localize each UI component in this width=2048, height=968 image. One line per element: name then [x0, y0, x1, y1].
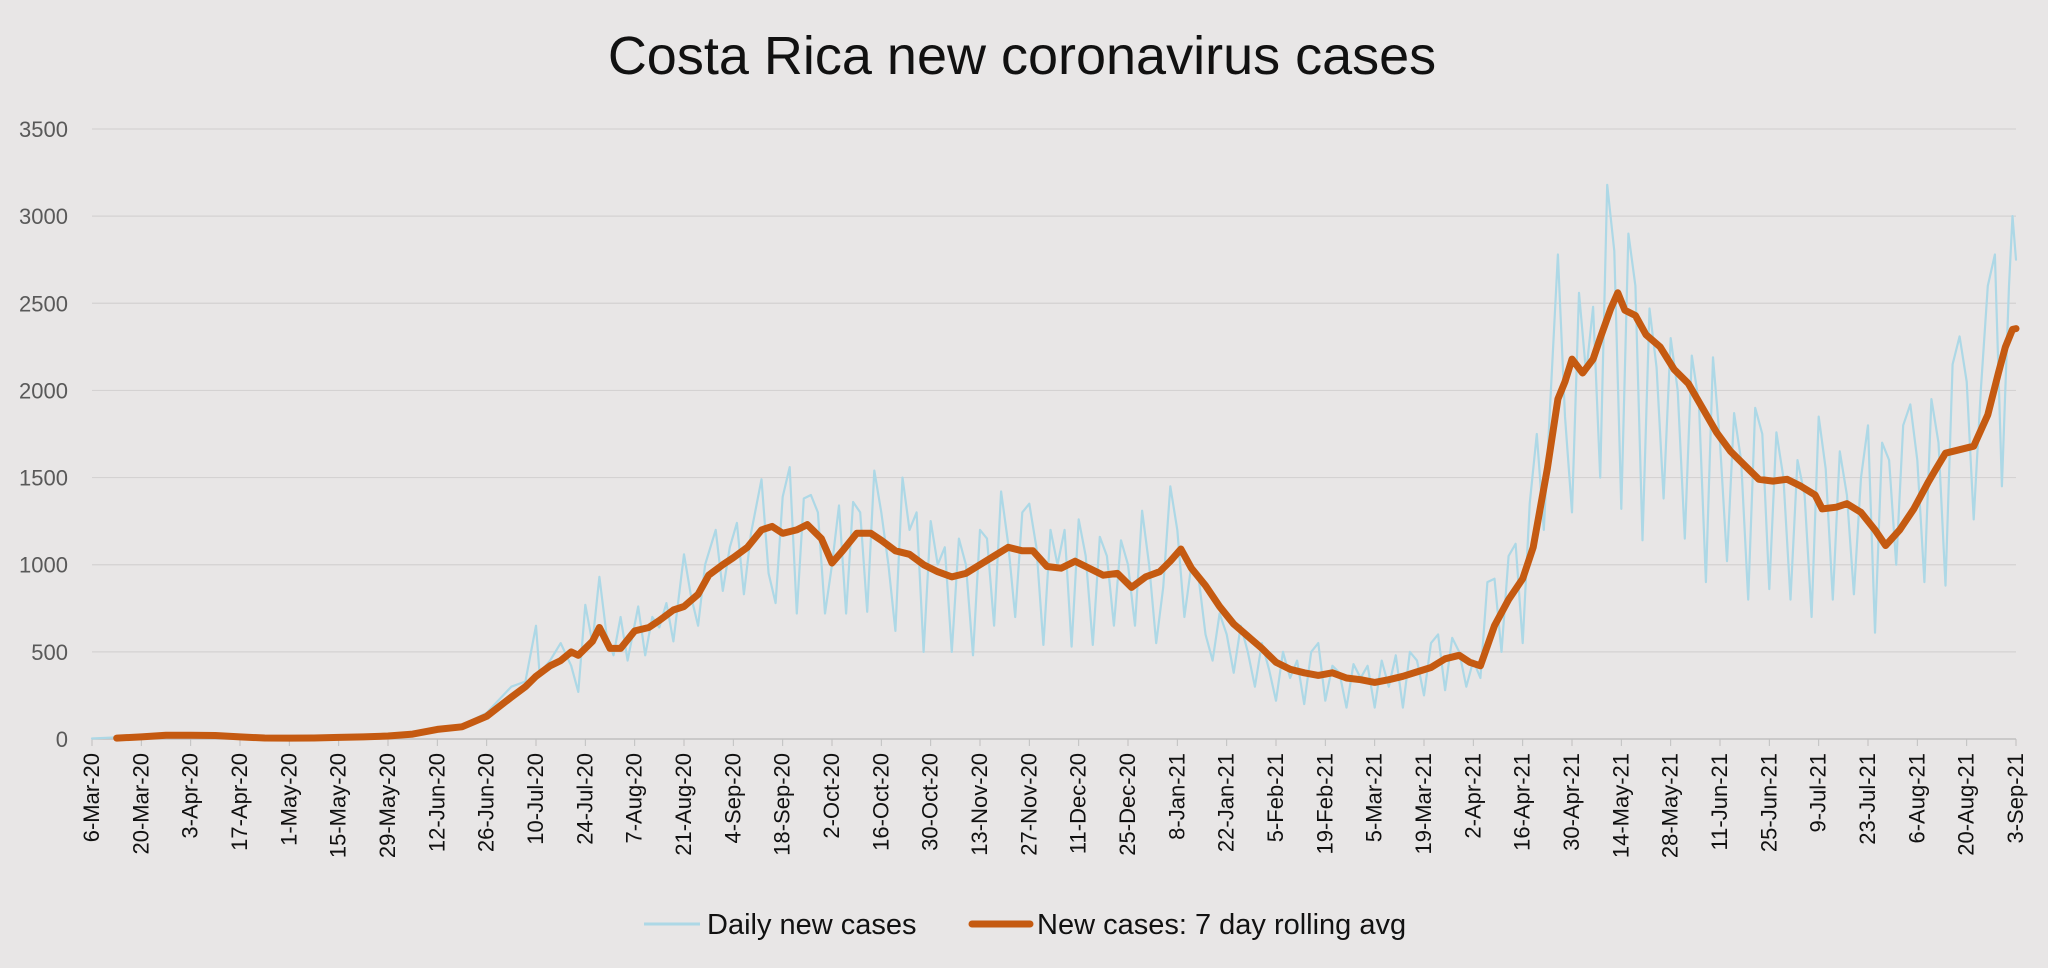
x-tick-label: 7-Aug-20 — [622, 753, 647, 844]
x-tick-label: 30-Oct-20 — [918, 753, 943, 851]
x-tick-label: 2-Apr-21 — [1460, 753, 1485, 839]
x-tick-label: 19-Mar-21 — [1411, 753, 1436, 854]
x-axis: 6-Mar-20 20-Mar-20 3-Apr-20 17-Apr-20 1-May-… — [79, 739, 2028, 858]
x-tick-label: 3-Sep-21 — [2003, 753, 2028, 844]
x-tick-label: 6-Aug-21 — [1904, 753, 1929, 844]
x-tick-label: 11-Dec-20 — [1066, 753, 1091, 854]
x-tick-label: 14-May-21 — [1608, 753, 1633, 858]
x-tick-label: 27-Nov-20 — [1016, 753, 1041, 856]
x-tick-label: 5-Feb-21 — [1263, 753, 1288, 842]
x-tick-label: 13-Nov-20 — [967, 753, 992, 856]
y-tick-label: 2000 — [19, 378, 68, 403]
legend-label-daily-new-cases: Daily new cases — [707, 909, 917, 941]
gridlines — [92, 128, 2016, 740]
y-tick-label: 0 — [56, 727, 68, 752]
x-tick-label: 30-Apr-21 — [1559, 753, 1584, 851]
x-tick-label: 1-May-20 — [276, 753, 301, 846]
y-tick-label: 2500 — [19, 291, 68, 316]
x-tick-label: 10-Jul-20 — [523, 753, 548, 845]
x-tick-label: 26-Jun-20 — [474, 753, 499, 852]
x-tick-label: 11-Jun-21 — [1707, 753, 1732, 850]
x-tick-label: 15-May-20 — [326, 753, 351, 858]
x-tick-label: 6-Mar-20 — [79, 753, 104, 842]
series-line-rolling-avg — [113, 289, 2020, 742]
x-tick-label: 8-Jan-21 — [1164, 753, 1189, 840]
x-tick-label: 9-Jul-21 — [1806, 753, 1831, 832]
y-tick-label: 3500 — [19, 117, 68, 142]
x-tick-label: 24-Jul-20 — [572, 753, 597, 845]
legend-label-rolling-avg: New cases: 7 day rolling avg — [1037, 909, 1406, 941]
x-tick-label: 19-Feb-21 — [1312, 753, 1337, 855]
x-tick-label: 25-Dec-20 — [1115, 753, 1140, 856]
x-tick-label: 16-Oct-20 — [868, 753, 893, 851]
x-tick-label: 29-May-20 — [375, 753, 400, 858]
y-tick-label: 1500 — [19, 466, 68, 491]
x-tick-label: 5-Mar-21 — [1362, 753, 1387, 842]
series-line-daily-new-cases — [90, 183, 2018, 740]
x-tick-label: 18-Sep-20 — [770, 753, 795, 856]
chart-title: Costa Rica new coronavirus cases — [608, 26, 1436, 86]
x-tick-label: 21-Aug-20 — [671, 753, 696, 856]
x-tick-label: 3-Apr-20 — [178, 753, 203, 839]
x-tick-label: 23-Jul-21 — [1855, 753, 1880, 845]
y-tick-label: 1000 — [19, 553, 68, 578]
x-tick-label: 12-Jun-20 — [424, 753, 449, 852]
x-tick-label: 4-Sep-20 — [720, 753, 745, 844]
x-tick-label: 28-May-21 — [1658, 753, 1683, 858]
x-tick-label: 20-Mar-20 — [128, 753, 153, 854]
x-tick-label: 25-Jun-21 — [1756, 753, 1781, 852]
plot-area — [90, 183, 2020, 742]
y-tick-label: 500 — [31, 640, 68, 665]
legend: Daily new cases New cases: 7 day rolling… — [644, 909, 1406, 941]
x-tick-label: 20-Aug-21 — [1954, 753, 1979, 856]
y-axis: 0 500 1000 1500 2000 2500 3000 3500 — [19, 117, 68, 752]
x-tick-label: 17-Apr-20 — [227, 753, 252, 851]
x-tick-label: 2-Oct-20 — [819, 753, 844, 839]
y-tick-label: 3000 — [19, 204, 68, 229]
x-tick-label: 16-Apr-21 — [1510, 753, 1535, 851]
x-tick-label: 22-Jan-21 — [1214, 753, 1239, 852]
